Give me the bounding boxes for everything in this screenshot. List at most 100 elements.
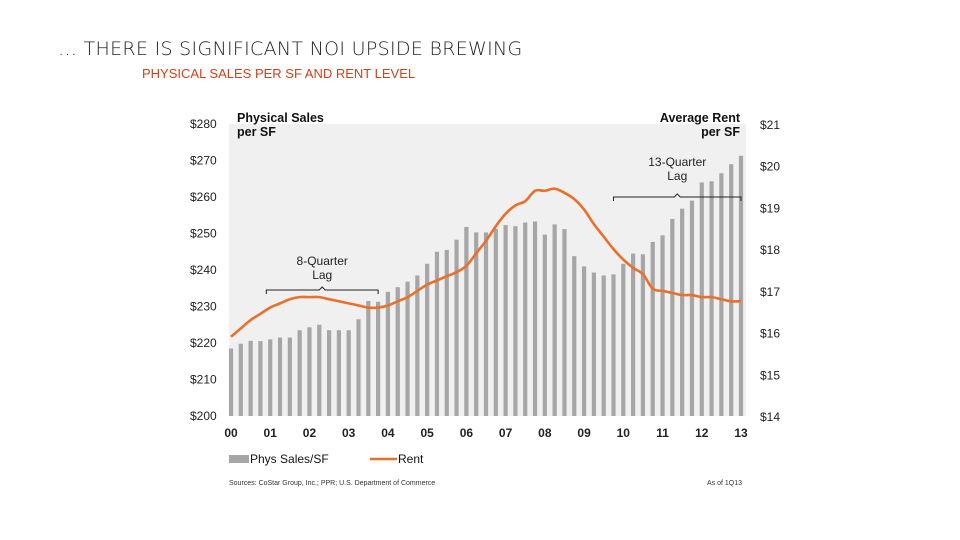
bar-phys-sales — [562, 229, 567, 416]
bar-phys-sales — [248, 340, 253, 416]
as-of-note: As of 1Q13 — [707, 480, 742, 487]
right-axis-tick-label: $15 — [760, 368, 780, 382]
bar-phys-sales — [709, 181, 714, 416]
bar-phys-sales — [532, 221, 538, 416]
left-axis-tick-label: $210 — [190, 373, 217, 387]
bar-phys-sales — [680, 208, 685, 416]
bar-phys-sales — [660, 235, 665, 416]
lag-annotation-label: Lag — [312, 268, 332, 282]
bar-phys-sales — [444, 249, 449, 416]
bar-phys-sales — [729, 164, 734, 416]
bar-phys-sales — [464, 226, 469, 416]
bar-phys-sales — [277, 337, 283, 416]
rent-line — [230, 187, 742, 338]
bar-phys-sales — [719, 173, 724, 416]
right-axis-tick-label: $17 — [760, 285, 780, 299]
x-axis-tick-label: 01 — [264, 426, 278, 440]
bar-phys-sales — [346, 330, 351, 416]
right-axis-tick-label: $19 — [760, 201, 780, 215]
bar-phys-sales — [601, 275, 606, 416]
right-axis-tick-label: $20 — [760, 160, 780, 174]
x-axis-tick-label: 13 — [734, 426, 748, 440]
bar-phys-sales — [640, 254, 646, 416]
left-axis-tick-label: $270 — [190, 154, 217, 168]
bar-phys-sales — [503, 225, 508, 416]
bar-phys-sales — [542, 234, 547, 416]
lag-bracket — [613, 193, 742, 201]
bar-phys-sales — [317, 324, 322, 416]
lag-annotation-label: 13-Quarter — [648, 155, 706, 169]
right-axis-tick-label: $21 — [760, 118, 780, 132]
right-axis-header: Average Rent — [660, 111, 741, 125]
right-axis-tick-label: $16 — [760, 327, 780, 341]
bar-phys-sales — [434, 251, 440, 416]
bar-phys-sales — [493, 228, 498, 416]
bar-phys-sales — [425, 263, 430, 416]
page-title: … THERE IS SIGNIFICANT NOI UPSIDE BREWIN… — [58, 38, 523, 60]
bar-phys-sales — [385, 291, 391, 416]
bar-phys-sales — [454, 239, 459, 416]
legend-label-rent: Rent — [398, 452, 424, 466]
lag-annotation-label: Lag — [667, 169, 687, 183]
bar-phys-sales — [287, 337, 292, 416]
bar-phys-sales — [474, 232, 479, 416]
left-axis-tick-label: $220 — [190, 336, 217, 350]
bar-phys-sales — [326, 330, 332, 416]
left-axis-tick-label: $260 — [190, 190, 217, 204]
left-axis-header: Physical Sales — [237, 111, 324, 125]
right-axis-tick-label: $14 — [760, 410, 780, 424]
x-axis-tick-label: 08 — [538, 426, 552, 440]
legend-swatch-phys-sales — [229, 455, 249, 463]
x-axis-tick-label: 10 — [617, 426, 631, 440]
bar-phys-sales — [483, 232, 489, 416]
bar-phys-sales — [670, 218, 675, 416]
bar-phys-sales — [591, 272, 596, 416]
page-subtitle: PHYSICAL SALES PER SF AND RENT LEVEL — [142, 66, 416, 81]
lag-bracket — [265, 286, 379, 294]
bar-phys-sales — [258, 341, 263, 416]
bar-phys-sales — [366, 301, 371, 416]
left-axis-tick-label: $250 — [190, 227, 217, 241]
bar-phys-sales — [513, 226, 518, 416]
x-axis-tick-label: 04 — [381, 426, 395, 440]
bar-phys-sales — [297, 330, 302, 416]
source-note: Sources: CoStar Group, Inc.; PPR; U.S. D… — [229, 480, 435, 487]
bar-phys-sales — [572, 256, 577, 416]
left-axis-tick-label: $240 — [190, 263, 217, 277]
bar-phys-sales — [738, 155, 744, 416]
bar-phys-sales — [621, 263, 626, 416]
bar-phys-sales — [689, 200, 695, 416]
bar-phys-sales — [631, 253, 636, 416]
bar-phys-sales — [238, 343, 243, 416]
x-axis-tick-label: 05 — [420, 426, 434, 440]
bar-phys-sales — [581, 266, 587, 416]
x-axis-tick-label: 00 — [224, 426, 238, 440]
x-axis-tick-label: 03 — [342, 426, 356, 440]
bar-phys-sales — [356, 319, 361, 416]
right-axis-header: per SF — [701, 125, 740, 139]
bar-phys-sales — [699, 182, 704, 416]
bar-phys-sales — [336, 330, 341, 416]
bar-phys-sales — [376, 301, 381, 416]
bar-phys-sales — [395, 287, 400, 416]
x-axis-tick-label: 12 — [695, 426, 709, 440]
x-axis-tick-label: 02 — [303, 426, 317, 440]
bar-phys-sales — [228, 348, 234, 416]
bar-phys-sales — [552, 224, 557, 416]
legend-label-phys-sales: Phys Sales/SF — [250, 452, 329, 466]
left-axis-tick-label: $230 — [190, 300, 217, 314]
bar-phys-sales — [523, 222, 528, 416]
x-axis-tick-label: 06 — [460, 426, 474, 440]
bar-phys-sales — [415, 275, 420, 416]
x-axis-tick-label: 09 — [577, 426, 591, 440]
bar-phys-sales — [611, 274, 616, 416]
right-axis-tick-label: $18 — [760, 243, 780, 257]
bar-phys-sales — [268, 339, 273, 416]
left-axis-tick-label: $280 — [190, 117, 217, 131]
bar-phys-sales — [650, 241, 655, 416]
x-axis-tick-label: 11 — [656, 426, 669, 440]
bar-phys-sales — [307, 327, 312, 416]
left-axis-tick-label: $200 — [190, 409, 217, 423]
left-axis-header: per SF — [237, 125, 276, 139]
